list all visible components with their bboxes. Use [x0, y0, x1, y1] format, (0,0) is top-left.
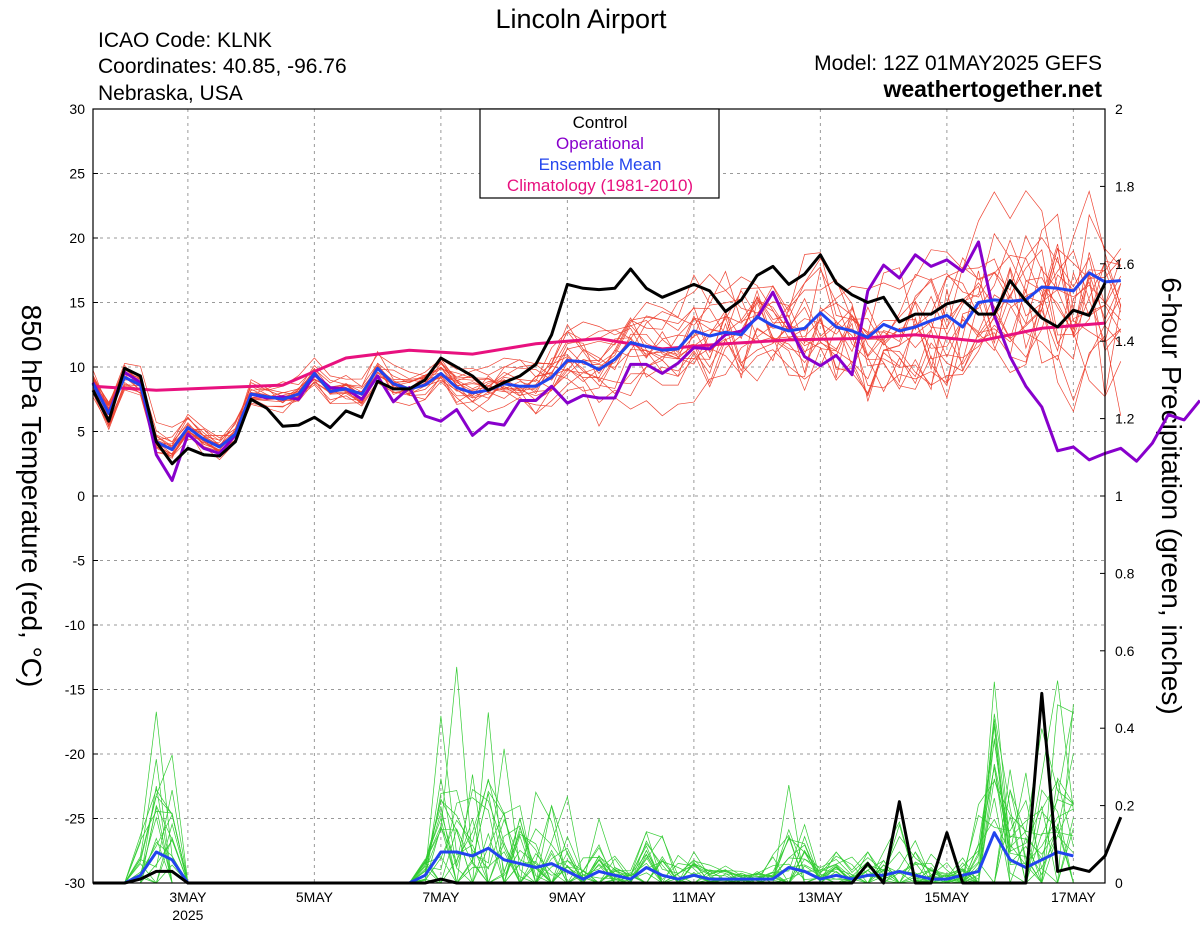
- y-axis-right-title: 6-hour Precipitation (green, inches): [1156, 277, 1187, 714]
- axis-ticks: 302520151050-5-10-15-20-25-3021.81.61.41…: [65, 101, 1135, 923]
- y-tick-left: -25: [65, 811, 85, 827]
- y-tick-left: -20: [65, 746, 85, 762]
- y-tick-left: 15: [69, 295, 85, 311]
- x-tick-label: 11MAY: [672, 889, 716, 905]
- x-tick-label: 3MAY: [169, 889, 207, 905]
- legend-box: [479, 108, 720, 199]
- y-tick-right: 0: [1115, 875, 1123, 891]
- y-tick-left: 20: [69, 230, 85, 246]
- site-link[interactable]: weathertogether.net: [882, 76, 1102, 102]
- member-temp-line: [92, 256, 1121, 453]
- y-tick-left: 25: [69, 166, 85, 182]
- y-tick-right: 1.4: [1115, 333, 1135, 349]
- y-tick-right: 1.8: [1115, 178, 1135, 194]
- legend-operational: Operational: [556, 134, 644, 153]
- legend: Control Operational Ensemble Mean Climat…: [479, 108, 720, 199]
- coordinates: Coordinates: 40.85, -96.76: [98, 55, 347, 78]
- mean-temp-line: [91, 271, 1121, 452]
- y-tick-right: 1: [1115, 488, 1123, 504]
- y-tick-right: 0.2: [1115, 798, 1135, 814]
- y-tick-right: 0.6: [1115, 643, 1135, 659]
- member-temp-line: [92, 190, 1122, 446]
- legend-ensemble-mean: Ensemble Mean: [539, 155, 662, 174]
- x-tick-label: 7MAY: [422, 889, 460, 905]
- y-tick-left: -15: [65, 682, 85, 698]
- y-tick-left: -30: [65, 875, 85, 891]
- x-tick-label: 15MAY: [924, 889, 970, 905]
- y-axis-left-title: 850 hPa Temperature (red, °C): [16, 305, 47, 688]
- region: Nebraska, USA: [98, 82, 243, 105]
- y-tick-left: 5: [77, 424, 85, 440]
- x-tick-label: 13MAY: [798, 889, 844, 905]
- x-tick-label: 17MAY: [1051, 889, 1097, 905]
- legend-climatology: Climatology (1981-2010): [507, 176, 693, 195]
- climatology-line: [92, 321, 1106, 392]
- y-tick-left: -5: [73, 553, 86, 569]
- y-tick-right: 1.2: [1115, 411, 1135, 427]
- y-tick-right: 1.6: [1115, 256, 1135, 272]
- icao-code: ICAO Code: KLNK: [98, 29, 272, 52]
- y-tick-right: 0.8: [1115, 565, 1135, 581]
- member-temp-line: [92, 266, 1122, 447]
- model-info: Model: 12Z 01MAY2025 GEFS: [814, 52, 1102, 75]
- y-tick-right: 0.4: [1115, 720, 1135, 736]
- y-tick-left: 10: [69, 359, 85, 375]
- legend-control: Control: [573, 113, 628, 132]
- x-tick-year: 2025: [172, 907, 203, 923]
- x-tick-label: 9MAY: [549, 889, 587, 905]
- y-tick-left: -10: [65, 617, 85, 633]
- chart-title: Lincoln Airport: [495, 4, 667, 34]
- y-tick-left: 30: [69, 101, 85, 117]
- control-temp-line: [91, 253, 1107, 466]
- y-tick-left: 0: [77, 488, 85, 504]
- y-tick-right: 2: [1115, 101, 1123, 117]
- x-tick-label: 5MAY: [296, 889, 334, 905]
